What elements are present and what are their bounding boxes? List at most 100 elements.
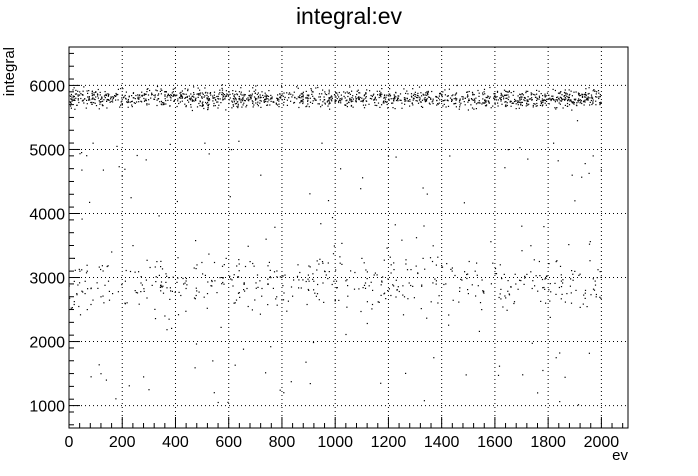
data-point bbox=[584, 96, 586, 98]
data-point bbox=[422, 106, 424, 108]
data-point bbox=[545, 100, 548, 102]
data-point bbox=[321, 142, 323, 144]
data-point bbox=[560, 91, 562, 93]
data-point bbox=[515, 99, 517, 102]
data-point bbox=[278, 100, 280, 102]
data-point bbox=[259, 313, 261, 315]
data-point bbox=[71, 307, 73, 309]
data-point bbox=[159, 101, 161, 103]
data-point bbox=[571, 102, 573, 104]
data-point bbox=[473, 98, 475, 100]
data-point bbox=[261, 287, 263, 290]
data-point bbox=[267, 265, 269, 267]
data-point bbox=[168, 277, 170, 279]
data-point bbox=[193, 92, 195, 94]
data-point bbox=[598, 92, 600, 94]
data-point bbox=[425, 100, 427, 102]
data-point bbox=[247, 305, 249, 308]
data-point bbox=[136, 154, 138, 157]
x-tick-label: 1200 bbox=[371, 434, 407, 451]
data-point bbox=[383, 97, 385, 99]
data-point bbox=[373, 99, 375, 101]
data-point bbox=[283, 98, 286, 100]
data-point bbox=[170, 290, 172, 292]
data-point bbox=[235, 299, 238, 301]
data-point bbox=[193, 93, 195, 95]
data-point bbox=[451, 267, 453, 269]
data-point bbox=[208, 98, 210, 100]
data-point bbox=[201, 261, 203, 264]
data-point bbox=[229, 196, 231, 198]
data-point bbox=[197, 96, 199, 98]
data-point bbox=[176, 200, 178, 203]
data-point bbox=[410, 269, 412, 271]
data-point bbox=[564, 301, 566, 303]
data-point bbox=[269, 104, 271, 106]
data-point bbox=[599, 271, 601, 273]
data-point bbox=[559, 103, 561, 105]
data-point bbox=[447, 105, 450, 107]
data-point bbox=[257, 105, 259, 107]
data-point bbox=[207, 99, 209, 101]
data-point bbox=[312, 341, 315, 344]
data-point bbox=[96, 282, 98, 284]
data-point bbox=[454, 274, 456, 277]
data-point bbox=[76, 104, 78, 106]
data-point bbox=[211, 279, 213, 282]
data-point bbox=[569, 93, 571, 95]
data-point bbox=[444, 89, 446, 91]
data-point bbox=[89, 99, 91, 101]
data-point bbox=[555, 99, 557, 101]
data-point bbox=[584, 163, 586, 165]
data-point bbox=[355, 98, 357, 100]
data-point bbox=[271, 98, 273, 100]
data-point bbox=[137, 98, 139, 100]
data-point bbox=[358, 92, 360, 94]
data-point bbox=[478, 95, 480, 97]
data-point bbox=[117, 93, 119, 96]
data-point bbox=[404, 97, 406, 99]
data-point bbox=[394, 224, 396, 226]
data-point bbox=[438, 95, 440, 97]
data-point bbox=[387, 290, 389, 292]
data-point bbox=[191, 109, 193, 112]
data-point bbox=[336, 287, 338, 289]
data-point bbox=[194, 98, 196, 100]
data-point bbox=[240, 101, 242, 104]
data-point bbox=[236, 105, 238, 108]
data-point bbox=[567, 100, 569, 102]
data-point bbox=[128, 385, 130, 387]
data-point bbox=[496, 91, 499, 93]
data-point bbox=[568, 94, 570, 96]
data-point bbox=[581, 96, 584, 98]
data-point bbox=[534, 94, 536, 96]
data-point bbox=[71, 100, 73, 102]
data-point bbox=[249, 261, 251, 263]
data-point bbox=[199, 101, 201, 103]
data-point bbox=[566, 293, 568, 295]
data-point bbox=[132, 92, 134, 94]
data-point bbox=[570, 100, 572, 102]
data-point bbox=[505, 101, 507, 103]
data-point bbox=[81, 100, 83, 102]
data-point bbox=[247, 245, 249, 247]
data-point bbox=[326, 101, 328, 103]
data-point bbox=[468, 99, 470, 101]
data-point bbox=[531, 93, 533, 95]
data-point bbox=[160, 88, 162, 90]
data-point bbox=[589, 260, 591, 262]
data-point bbox=[229, 97, 231, 99]
data-point bbox=[350, 98, 352, 101]
data-point bbox=[461, 279, 463, 281]
data-point bbox=[543, 99, 545, 101]
data-point bbox=[188, 101, 190, 103]
data-point bbox=[173, 95, 175, 97]
data-point bbox=[254, 299, 256, 301]
data-point bbox=[264, 95, 266, 97]
data-point bbox=[374, 97, 376, 99]
data-point bbox=[231, 100, 233, 102]
data-point bbox=[467, 95, 469, 97]
data-point bbox=[282, 275, 284, 277]
data-point bbox=[381, 88, 383, 90]
data-point bbox=[442, 100, 444, 102]
